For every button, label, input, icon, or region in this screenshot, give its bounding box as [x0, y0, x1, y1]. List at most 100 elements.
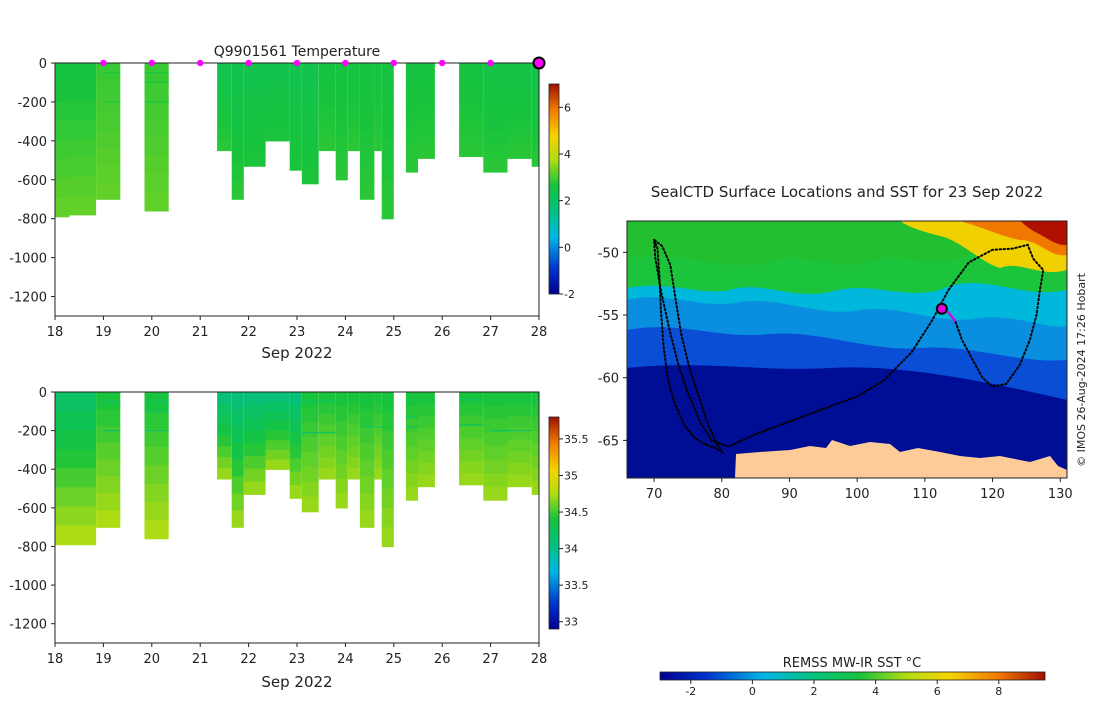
salinity-profile-16-segment [418, 392, 435, 405]
salinity-profile-11-segment [347, 468, 360, 480]
salinity-profile-11-segment [347, 413, 360, 426]
temperature-profile-3-segment [144, 137, 169, 157]
salinity-profile-18-segment [483, 419, 508, 434]
salinity-profile-5-segment [243, 417, 266, 431]
salinity-profile-1-segment [96, 442, 121, 461]
temperature-profile-0-segment [55, 101, 70, 122]
salinity-profile-18-segment [483, 473, 508, 488]
temperature-x-tick-label: 19 [95, 325, 112, 340]
temperature-profile-13-segment [359, 182, 375, 200]
salinity-profile-17-segment [459, 392, 484, 405]
map-frame [626, 220, 1068, 479]
salinity-profile-7-segment [289, 484, 302, 499]
temperature-profile-14-segment [374, 84, 382, 97]
temperature-profile-16-segment [405, 90, 418, 105]
temperature-profile-18-segment [459, 86, 484, 99]
temperature-profile-6-segment [243, 88, 266, 103]
salinity-profile-18-segment [483, 459, 508, 474]
temperature-profile-17-segment [418, 122, 435, 136]
salinity-profile-5-segment [243, 392, 266, 406]
temperature-profile-15-segment [381, 82, 394, 103]
salinity-profile-9-segment [318, 413, 336, 426]
salinity-profile-10-segment [335, 392, 348, 408]
map-lat-tick-label: -50 [598, 246, 619, 261]
temperature-profile-12-segment [347, 106, 360, 119]
temperature-profile-5-segment [231, 182, 244, 200]
salinity-y-tick-label: -1000 [9, 579, 47, 594]
salinity-x-label: Sep 2022 [261, 673, 332, 691]
salinity-profile-14-segment [381, 469, 394, 490]
temperature-x-tick-label: 27 [482, 325, 499, 340]
salinity-profile-13-segment [374, 435, 382, 447]
temperature-profile-8-segment [289, 76, 302, 91]
salinity-profile-7-segment [289, 458, 302, 473]
surface-marker [100, 59, 107, 67]
temperature-profile-19-segment [483, 144, 508, 159]
temperature-profile-19-segment [483, 90, 508, 105]
salinity-y-tick-label: -1200 [9, 618, 47, 633]
salinity-profile-16-segment [418, 403, 435, 417]
surface-marker [245, 59, 252, 67]
temperature-y-tick-label: -1200 [9, 291, 47, 306]
salinity-profile-13-segment [374, 457, 382, 469]
salinity-profile-7-segment [289, 431, 302, 446]
salinity-profile-13-segment [374, 468, 382, 480]
salinity-profile-1-segment [96, 476, 121, 494]
salinity-profile-19-segment [507, 474, 532, 488]
temperature-profile-18-segment [459, 144, 484, 157]
salinity-profile-10-segment [335, 478, 348, 494]
temperature-profile-7-segment [265, 72, 290, 83]
temperature-profile-18-segment [459, 121, 484, 134]
temperature-profile-19-segment [483, 131, 508, 146]
sst-colorbar-tick-label: -2 [685, 685, 696, 698]
salinity-colorbar [548, 416, 560, 630]
temperature-profile-11-segment [335, 150, 348, 166]
salinity-profile-0-segment [55, 449, 97, 469]
temperature-profile-9-segment [301, 123, 319, 139]
salinity-profile-17-segment [459, 449, 484, 463]
temperature-profile-15-segment [381, 63, 394, 84]
temperature-profile-0-segment [55, 197, 70, 218]
salinity-profile-14-segment [381, 449, 394, 470]
salinity-profile-15-segment [405, 405, 418, 420]
temperature-colorbar-tick-label: -2 [564, 288, 575, 301]
temperature-profile-6-segment [243, 63, 266, 77]
map-lat-tick-label: -65 [598, 434, 619, 449]
salinity-profile-15-segment [405, 486, 418, 501]
salinity-profile-8-segment [301, 466, 319, 483]
salinity-profile-7-segment [289, 471, 302, 486]
sst-colorbar-tick-label: 8 [995, 685, 1002, 698]
sst-colorbar-ticks: -2 0 2 4 6 8 [685, 680, 1002, 698]
temperature-profile-17-segment [418, 134, 435, 147]
salinity-profile-17-segment [459, 473, 484, 486]
temperature-profile-2-segment [96, 165, 121, 183]
sst-ice-region [627, 365, 1067, 478]
salinity-x-tick-label: 24 [337, 652, 354, 667]
salinity-y-axis: 0 -200 -400 -600 -800 -1000 -1200 [9, 386, 55, 633]
map-lat-tick-label: -55 [598, 309, 619, 324]
temperature-profile-17-segment [418, 110, 435, 124]
temperature-profile-2-segment [96, 131, 121, 149]
antarctica-landmass [735, 440, 1067, 478]
temperature-profile-12-segment [347, 73, 360, 86]
salinity-profile-18-segment [483, 432, 508, 447]
temperature-profile-11-segment [335, 63, 348, 79]
temperature-profile-1-segment [69, 157, 97, 178]
temperature-profile-0-segment [55, 120, 70, 141]
temperature-x-tick-label: 25 [386, 325, 403, 340]
temperature-profile-4-segment [217, 139, 232, 152]
temperature-profile-15-segment [381, 140, 394, 161]
temperature-profile-15-segment [381, 179, 394, 200]
map-lon-tick-label: 100 [845, 487, 870, 502]
temperature-profile-18-segment [459, 74, 484, 87]
temperature-y-tick-label: -400 [17, 135, 47, 150]
salinity-profile-0-segment [55, 487, 97, 507]
temperature-x-label: Sep 2022 [261, 344, 332, 362]
salinity-profile-9-segment [318, 424, 336, 437]
temperature-profile-18-segment [459, 133, 484, 146]
temperature-profile-17-segment [418, 63, 435, 76]
temperature-profile-8-segment [289, 143, 302, 158]
temperature-profile-7-segment [265, 101, 290, 113]
salinity-profile-19-segment [507, 427, 532, 440]
